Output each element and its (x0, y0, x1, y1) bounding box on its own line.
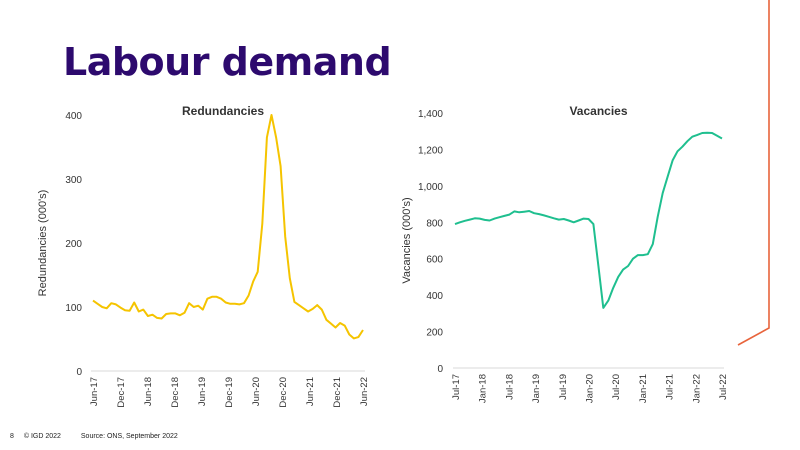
x-tick-label: Jul-22 (718, 374, 729, 400)
y-tick-label: 400 (426, 291, 443, 302)
y-tick-label: 200 (426, 328, 443, 339)
chart-title: Vacancies (569, 104, 627, 118)
x-tick-label: Jun-21 (305, 377, 316, 406)
y-tick-label: 200 (65, 239, 82, 250)
x-tick-label: Jul-20 (611, 374, 622, 400)
source-note: Source: ONS, September 2022 (80, 433, 178, 440)
x-tick-label: Jul-19 (558, 374, 569, 400)
page-number: 8 (10, 433, 14, 440)
series-line-redundancies (92, 114, 364, 340)
vacancies-chart: Vacancies Vacancies (000's) 0 200 400 600 800 1… (395, 100, 745, 425)
x-tick-label: Jan-18 (478, 374, 489, 403)
x-tick-label: Jan-21 (638, 374, 649, 403)
copyright: © IGD 2022 (23, 433, 61, 440)
x-tick-label: Jun-22 (359, 377, 370, 406)
footer: 8 © IGD 2022 Source: ONS, September 2022 (10, 433, 196, 440)
x-tick-label: Jun-19 (197, 377, 208, 406)
y-tick-label: 1,400 (418, 109, 443, 120)
vacancies-chart-svg: Vacancies Vacancies (000's) 0 200 400 600 800 1… (401, 104, 729, 403)
x-tick-label: Jan-22 (691, 374, 702, 403)
y-axis-label: Vacancies (000's) (401, 197, 413, 283)
x-tick-label: Jan-20 (585, 374, 596, 403)
y-tick-label: 400 (65, 111, 82, 122)
x-tick-label: Dec-21 (332, 377, 343, 408)
x-tick-label: Jul-18 (504, 374, 515, 400)
x-tick-label: Dec-18 (170, 377, 181, 408)
x-tick-label: Jun-18 (143, 377, 154, 406)
x-tick-label: Jun-20 (251, 377, 262, 406)
x-tick-label: Jul-21 (665, 374, 676, 400)
y-tick-label: 800 (426, 218, 443, 229)
y-tick-label: 100 (65, 303, 82, 314)
x-tick-label: Jan-19 (531, 374, 542, 403)
redundancies-chart-svg: Redundancies Redundancies (000's) 0 100 200 3… (37, 104, 370, 408)
page-title: Labour demand (63, 40, 392, 84)
redundancies-chart: Redundancies Redundancies (000's) 0 100 200 3… (30, 100, 380, 425)
chart-title: Redundancies (182, 104, 264, 118)
y-tick-label: 300 (65, 175, 82, 186)
x-tick-label: Dec-19 (224, 377, 235, 408)
y-tick-label: 0 (437, 364, 443, 375)
series-line-vacancies (454, 131, 723, 309)
x-tick-label: Jul-17 (451, 374, 462, 400)
y-axis-label: Redundancies (000's) (37, 190, 49, 297)
accent-line (737, 0, 770, 346)
y-tick-label: 0 (76, 367, 82, 378)
y-tick-label: 1,200 (418, 145, 443, 156)
x-tick-label: Jun-17 (89, 377, 100, 406)
y-tick-label: 1,000 (418, 182, 443, 193)
x-tick-label: Dec-17 (116, 377, 127, 408)
x-tick-label: Dec-20 (278, 377, 289, 408)
y-tick-label: 600 (426, 255, 443, 266)
